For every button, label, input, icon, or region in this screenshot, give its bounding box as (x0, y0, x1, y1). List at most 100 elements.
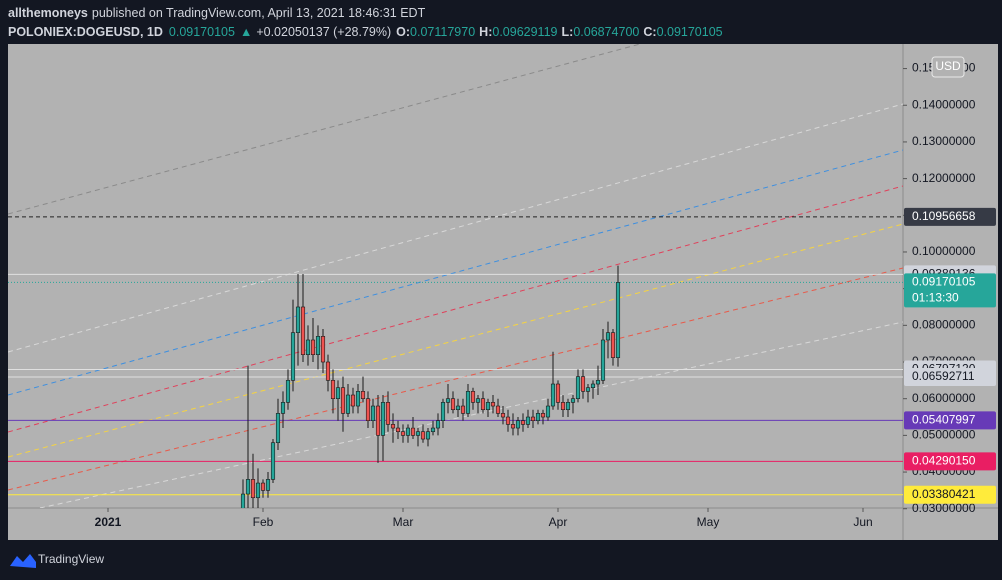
candle-body (405, 427, 411, 436)
candle-body (505, 416, 511, 425)
x-tick-label: 2021 (95, 515, 122, 529)
candle-body (290, 332, 296, 381)
candle-body (305, 339, 311, 355)
candle-body (440, 402, 446, 422)
x-tick-label: Feb (253, 515, 274, 529)
candle-body (605, 332, 611, 341)
candle-body (555, 383, 561, 403)
price-badge (904, 207, 996, 226)
candle-body (435, 420, 441, 429)
candle-body (410, 427, 416, 436)
countdown-label: 01:13:30 (912, 291, 959, 305)
x-tick-label: Apr (549, 515, 568, 529)
high-key: H: (479, 25, 492, 39)
candle-body (265, 479, 271, 491)
price-badge (904, 273, 996, 308)
price-badge (904, 367, 996, 386)
candle-body (330, 380, 336, 399)
candle-body (320, 336, 326, 363)
candle-body (315, 336, 321, 355)
publisher: allthemoneys published on TradingView.com… (8, 6, 426, 20)
price-badge (904, 411, 996, 430)
candle-body (575, 376, 581, 399)
candle-body (240, 493, 246, 508)
candle-body (445, 398, 451, 403)
candle-body (400, 431, 406, 436)
candle-body (280, 402, 286, 414)
candle-body (480, 398, 486, 410)
author: allthemoneys (8, 6, 88, 20)
candle-body (385, 402, 391, 425)
candle-body (545, 405, 551, 418)
change: +0.02050137 (+28.79%) (256, 25, 391, 39)
candle-body (250, 479, 256, 499)
candle-body (540, 413, 546, 418)
candle-body (585, 387, 591, 392)
candle-body (260, 482, 266, 491)
candle-body (580, 376, 586, 392)
y-tick-label: 0.05000000 (912, 428, 976, 442)
candle-body (595, 380, 601, 385)
candle-body (270, 442, 276, 480)
candle-body (300, 306, 306, 355)
candle-body (325, 361, 331, 381)
y-tick-label: 0.10000000 (912, 244, 976, 258)
currency-button-label[interactable]: USD (935, 59, 961, 73)
candle-body (525, 416, 531, 425)
logo: TradingView (10, 552, 104, 568)
currency-button[interactable] (931, 56, 965, 78)
candle-body (450, 398, 456, 410)
y-tick-label: 0.08000000 (912, 318, 976, 332)
published-text: published on TradingView.com, April 13, … (92, 6, 426, 20)
candle-body (560, 402, 566, 410)
candle-body (365, 398, 371, 422)
candle-body (375, 405, 381, 436)
y-tick-label: 0.03000000 (912, 501, 976, 515)
y-tick-label: 0.13000000 (912, 134, 976, 148)
last-price: 0.09170105 (169, 25, 235, 39)
channel-line (39, 321, 903, 508)
price-badge-label: 0.03380421 (912, 487, 976, 501)
candle-body (380, 402, 386, 436)
candle-body (570, 398, 576, 403)
symbol-legend: POLONIEX:DOGEUSD, 1D 0.09170105 ▲ +0.020501… (8, 25, 723, 39)
symbol: POLONIEX:DOGEUSD, 1D (8, 25, 163, 39)
y-tick-label: 0.12000000 (912, 171, 976, 185)
x-tick-label: May (697, 515, 720, 529)
channel-line (8, 103, 903, 353)
candle-body (340, 387, 346, 414)
candle-body (245, 479, 251, 495)
candle-body (460, 405, 466, 414)
x-tick-label: Mar (393, 515, 414, 529)
price-badge (904, 452, 996, 471)
open-value: 0.07117970 (410, 25, 475, 39)
candle-body (350, 394, 356, 407)
channel-line (8, 223, 903, 458)
candle-body (615, 282, 621, 358)
candle-body (565, 402, 571, 410)
candle-body (500, 413, 506, 418)
candle-body (465, 391, 471, 414)
candle-body (430, 427, 436, 433)
candle-body (515, 420, 521, 429)
channel-line (8, 44, 641, 215)
price-badge-label: 0.06592711 (912, 369, 975, 383)
price-badge-label: 0.05407997 (912, 413, 976, 427)
candle-body (470, 391, 476, 403)
candle-body (335, 387, 341, 399)
candle-body (550, 383, 556, 407)
candle-body (455, 405, 461, 410)
candle-body (395, 427, 401, 433)
candle-body (255, 482, 261, 499)
candle-body (425, 431, 431, 440)
candle-body (510, 424, 516, 429)
logo-icon (10, 554, 36, 568)
candle-body (355, 391, 361, 407)
channel-line (8, 149, 903, 396)
candle-body (420, 431, 426, 440)
candle-body (285, 380, 291, 403)
low-value: 0.06874700 (573, 25, 639, 39)
price-badge-label: 0.10956658 (912, 209, 976, 223)
candle-body (310, 339, 316, 355)
